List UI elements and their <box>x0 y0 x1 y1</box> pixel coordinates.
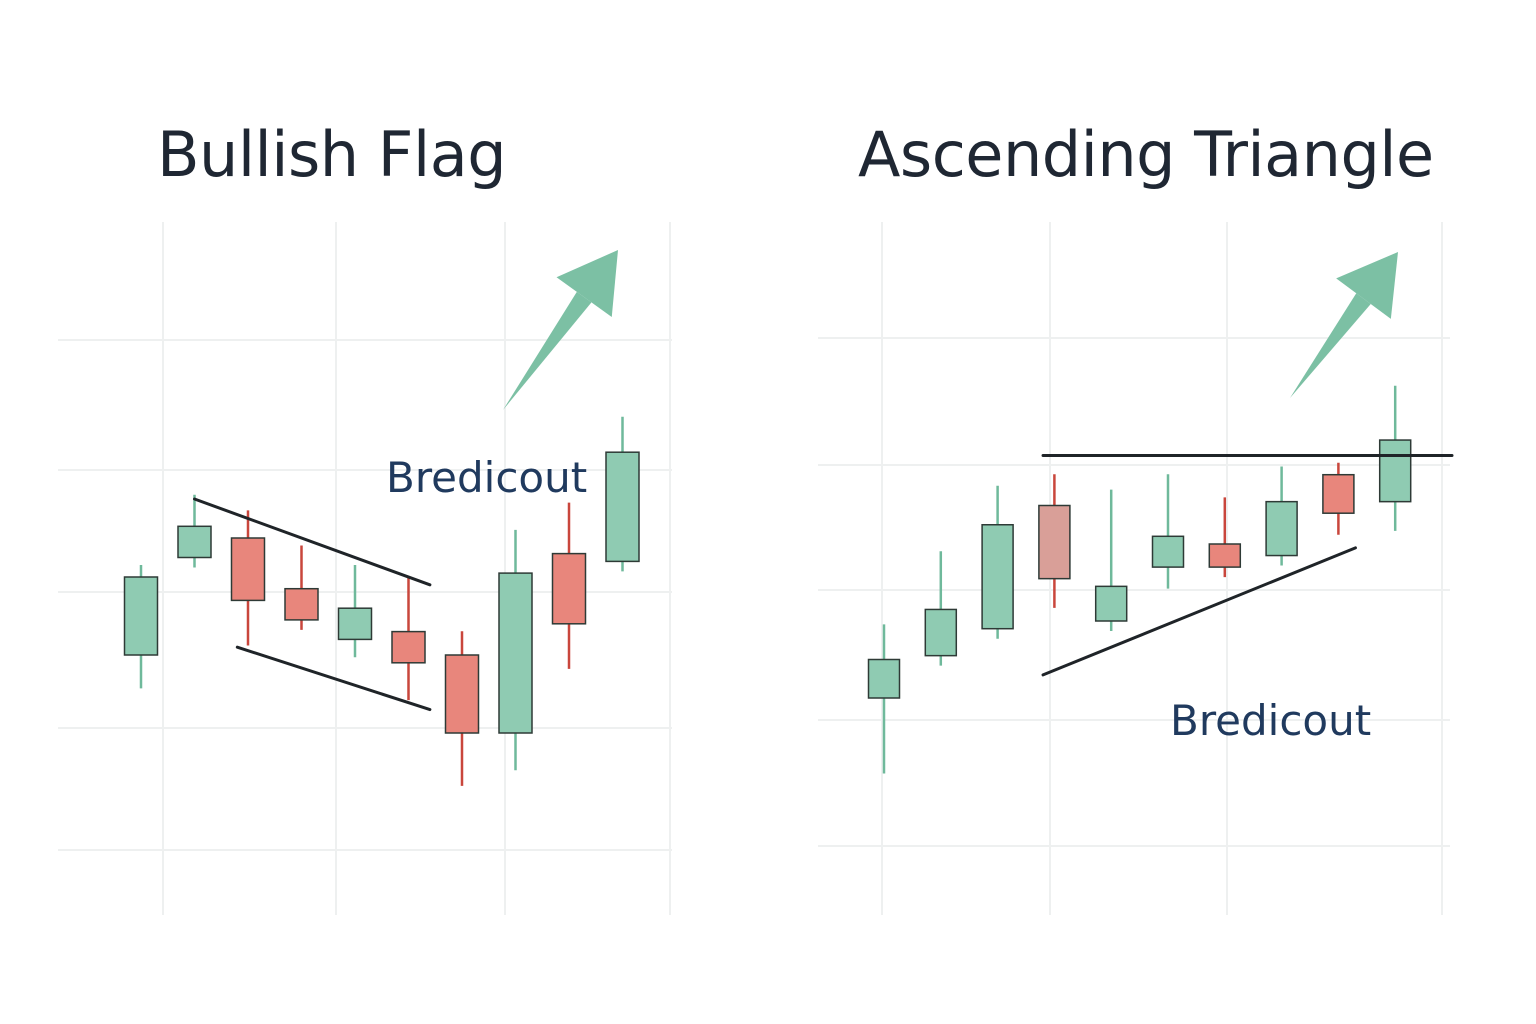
flag-upper-line <box>193 497 432 587</box>
bullish-flag-panel: Bredicout <box>58 222 672 915</box>
bearish-candle <box>444 654 480 734</box>
bullish-candle <box>1265 500 1298 557</box>
bearish-candle <box>284 587 319 621</box>
bullish-candle <box>1094 585 1128 622</box>
ascending-triangle-panel: Bredicout <box>818 222 1454 915</box>
breakout-annotation: Bredicout <box>1170 696 1371 745</box>
bullish-flag-title: Bullish Flag <box>157 118 507 191</box>
bullish-candle <box>177 525 212 559</box>
bearish-candle <box>1322 473 1355 514</box>
bullish-candle <box>1378 439 1412 503</box>
bullish-candle <box>981 524 1014 630</box>
breakout-arrow-head <box>1336 252 1398 319</box>
support-trendline <box>1041 546 1357 677</box>
bullish-candle <box>337 607 373 641</box>
bearish-candle <box>1038 504 1071 580</box>
breakout-arrow-shaft <box>503 291 592 410</box>
ascending-triangle-title: Ascending Triangle <box>858 118 1434 191</box>
bullish-candle <box>867 658 901 699</box>
breakout-arrow-shaft <box>1290 293 1371 398</box>
bearish-candle <box>391 630 426 664</box>
bullish-candle <box>605 451 640 563</box>
flag-lower-line <box>235 645 432 712</box>
bearish-candle <box>551 552 587 625</box>
bullish-candle <box>498 572 533 734</box>
breakout-annotation: Bredicout <box>386 453 587 502</box>
breakout-arrow-head <box>556 250 618 317</box>
bullish-candle <box>123 576 159 656</box>
bearish-candle <box>230 537 266 602</box>
bearish-candle <box>1208 543 1242 568</box>
bullish-candle <box>924 608 958 657</box>
bullish-candle <box>1151 535 1185 568</box>
